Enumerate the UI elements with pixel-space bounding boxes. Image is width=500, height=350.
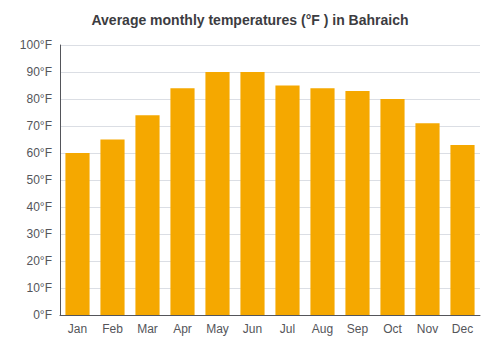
svg-text:Jul: Jul: [280, 322, 295, 336]
svg-text:Oct: Oct: [383, 322, 402, 336]
svg-text:60°F: 60°F: [27, 146, 52, 160]
svg-text:Dec: Dec: [452, 322, 473, 336]
svg-text:20°F: 20°F: [27, 254, 52, 268]
svg-text:Nov: Nov: [417, 322, 438, 336]
svg-text:80°F: 80°F: [27, 92, 52, 106]
svg-text:90°F: 90°F: [27, 65, 52, 79]
svg-text:Feb: Feb: [102, 322, 123, 336]
svg-text:Sep: Sep: [347, 322, 369, 336]
svg-text:Jan: Jan: [68, 322, 87, 336]
svg-text:10°F: 10°F: [27, 281, 52, 295]
svg-text:May: May: [206, 322, 229, 336]
svg-text:Mar: Mar: [137, 322, 158, 336]
svg-text:Jun: Jun: [243, 322, 262, 336]
svg-text:Apr: Apr: [173, 322, 192, 336]
svg-text:70°F: 70°F: [27, 119, 52, 133]
svg-text:Average monthly temperatures (: Average monthly temperatures (°F ) in Ba…: [91, 12, 408, 28]
svg-text:Aug: Aug: [312, 322, 333, 336]
svg-text:30°F: 30°F: [27, 227, 52, 241]
svg-text:50°F: 50°F: [27, 173, 52, 187]
svg-text:40°F: 40°F: [27, 200, 52, 214]
svg-text:0°F: 0°F: [33, 308, 52, 322]
svg-text:100°F: 100°F: [20, 38, 52, 52]
